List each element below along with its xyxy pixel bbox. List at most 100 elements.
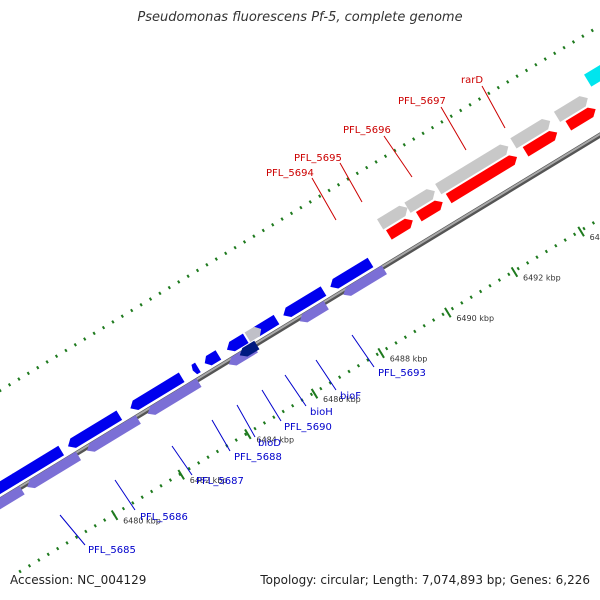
tick-dot-outer	[299, 205, 303, 210]
reverse-gene	[27, 451, 82, 489]
forward-gene-label: rarD	[461, 75, 483, 86]
tick-dot-inner	[262, 421, 267, 425]
reverse-cds	[9, 445, 65, 484]
tick-dot-inner	[290, 403, 295, 408]
reverse-gene-label-leader	[59, 514, 86, 546]
tick-dot-outer	[506, 80, 510, 84]
tick-dot-inner	[337, 375, 342, 379]
tick-dot-inner-major	[177, 469, 185, 480]
reverse-cds	[130, 372, 185, 411]
label-leaders	[59, 85, 506, 546]
forward-cds	[445, 155, 518, 204]
forward-cds	[415, 200, 443, 222]
tick-dot-inner	[328, 381, 332, 385]
forward-gene-label-leader	[339, 162, 363, 203]
tick-dot-outer	[534, 62, 538, 67]
tick-dot-outer	[412, 137, 416, 141]
tick-dot-inner	[356, 363, 361, 368]
tick-dot-outer	[111, 320, 115, 324]
forward-cds	[565, 107, 596, 131]
reverse-cds	[68, 410, 123, 448]
tick-dot-outer	[214, 257, 218, 261]
tick-dot-outer	[195, 268, 200, 273]
accession-text: Accession: NC_004129	[10, 573, 147, 587]
tick-dot-outer	[459, 108, 463, 113]
reverse-gene-label-leader	[284, 374, 307, 407]
tick-dot-outer	[590, 28, 594, 33]
tick-dot-inner	[234, 438, 238, 442]
tick-dot-outer	[477, 97, 482, 101]
tick-dot-outer	[205, 262, 209, 267]
tick-dot-outer	[242, 240, 247, 244]
tick-dot-outer	[327, 188, 331, 193]
tick-dot-outer	[261, 228, 265, 233]
tick-dot-outer	[36, 365, 40, 370]
tick-dot-inner	[150, 489, 154, 494]
tick-dot-inner	[572, 232, 577, 237]
tick-dot-outer	[496, 85, 500, 90]
reverse-gene-label: PFL_5690	[284, 422, 332, 433]
tick-dot-outer	[440, 120, 444, 124]
reverse-gene-label-leader	[236, 404, 256, 438]
tick-dot-inner	[319, 386, 323, 391]
tick-dot-outer	[252, 234, 256, 239]
tick-dot-inner	[507, 272, 511, 277]
tick-dot-inner	[206, 455, 210, 459]
tick-dot-outer	[562, 45, 566, 50]
tick-dot-inner	[159, 483, 163, 488]
tick-dot-inner-major	[444, 307, 452, 318]
scale-label: 6486 kbp	[323, 395, 361, 404]
tick-dot-outer	[289, 211, 294, 216]
forward-gene-label-leader	[311, 177, 337, 221]
reverse-gene	[299, 300, 329, 323]
tick-dot-inner	[347, 369, 351, 374]
tick-dot-outer	[581, 34, 585, 38]
tick-dot-outer	[177, 280, 181, 284]
tick-dot-inner	[554, 243, 558, 248]
reverse-gene-label-leader	[351, 334, 375, 368]
tick-dot-inner	[516, 266, 520, 271]
forward-gene	[377, 205, 408, 230]
tick-dot-inner	[244, 432, 248, 437]
reverse-gene-label: PFL_5693	[378, 368, 426, 379]
tick-dot-outer	[54, 354, 59, 359]
reverse-gene-grey	[244, 326, 262, 342]
reverse-gene-label-leader	[211, 419, 231, 452]
tick-dot-inner-major	[377, 347, 385, 359]
tick-dot-inner	[469, 295, 473, 299]
reverse-gene-label: PFL_5685	[88, 545, 136, 556]
tick-dot-inner	[591, 221, 596, 225]
tick-dot-outer	[271, 222, 275, 227]
tick-dot-inner	[375, 352, 379, 357]
tick-dot-outer	[524, 68, 529, 73]
gene-labels: 6480 kbp 6482 kbp 6484 kbp 6486 kbp 6488 kbp…	[88, 75, 600, 556]
tick-dot-inner	[384, 346, 389, 351]
tick-dot-outer	[383, 154, 388, 158]
forward-gene	[404, 189, 435, 213]
tick-dot-outer	[487, 91, 491, 96]
reverse-gene	[147, 378, 202, 415]
reverse-gene-label: bioD	[258, 438, 281, 449]
tick-dot-outer	[553, 51, 557, 56]
tick-dot-outer	[73, 342, 77, 347]
tick-dot-outer	[393, 148, 397, 153]
tick-dot-outer	[130, 308, 134, 313]
tick-dot-outer	[17, 377, 21, 381]
forward-gene-label-leader	[440, 106, 467, 151]
forward-gene-label: PFL_5694	[266, 168, 314, 179]
tick-dot-outer	[571, 40, 576, 44]
reverse-cds	[283, 286, 327, 318]
tick-dot-inner	[93, 523, 97, 528]
tick-dot-outer	[280, 217, 284, 221]
tick-dot-outer	[468, 102, 472, 107]
tick-dot-outer	[346, 177, 350, 181]
reverse-gene	[343, 265, 387, 296]
tick-dot-inner	[46, 552, 50, 557]
tick-dot-inner	[215, 449, 220, 454]
tick-dot-inner-major	[310, 388, 319, 399]
topology-text: Topology: circular; Length: 7,074,893 bp…	[260, 573, 590, 587]
tick-dot-outer	[421, 131, 425, 136]
reverse-cds	[330, 257, 374, 289]
tick-dot-inner-major	[577, 226, 585, 237]
